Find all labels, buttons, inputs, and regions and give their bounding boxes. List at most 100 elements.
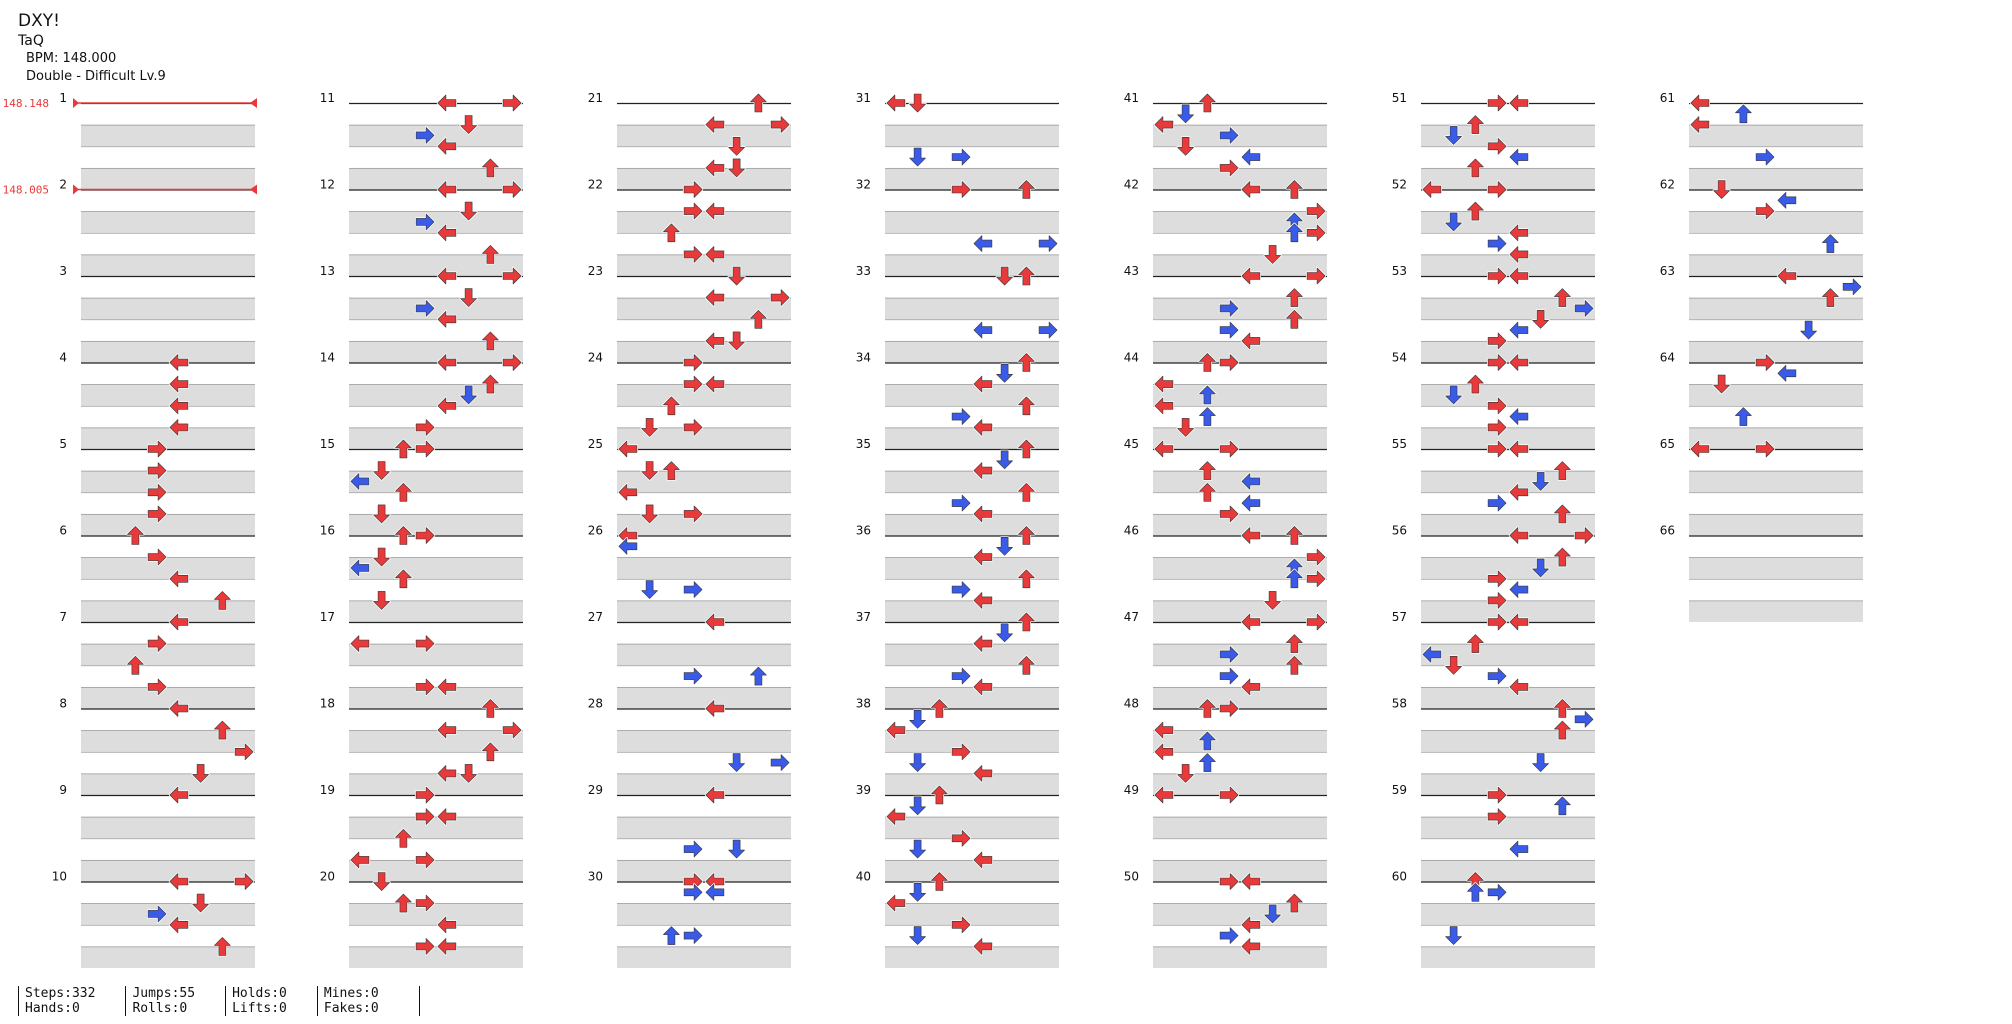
left-arrow-note-icon: [972, 591, 994, 610]
up-arrow-note-icon: [1198, 460, 1217, 481]
up-arrow-note-icon: [394, 568, 413, 589]
beat-band: [1153, 816, 1327, 839]
up-arrow-note-icon: [481, 157, 500, 178]
left-arrow-note-icon: [1776, 364, 1798, 383]
down-arrow-note-icon: [372, 546, 391, 568]
measure-number: 52: [1392, 178, 1407, 192]
beat-band: [617, 946, 791, 968]
right-arrow-note-icon: [415, 212, 436, 231]
up-arrow-note-icon: [1017, 265, 1036, 287]
measure-number: 14: [320, 351, 335, 365]
beat-band: [1421, 946, 1595, 968]
down-arrow-note-icon: [1263, 903, 1282, 925]
beat-band: [617, 340, 791, 363]
step-chart: 1234567891011121314151617181920212223242…: [3, 91, 1863, 968]
down-arrow-note-icon: [372, 590, 391, 611]
right-arrow-note-icon: [415, 677, 436, 697]
beat-band: [81, 211, 255, 233]
left-arrow-note-icon: [1240, 331, 1262, 350]
beat-band: [1689, 557, 1863, 579]
measure-17: 17: [320, 610, 523, 709]
beat-band: [81, 124, 255, 147]
measure-number: 26: [588, 524, 603, 538]
measure-number: 2: [59, 178, 67, 192]
right-arrow-note-icon: [1037, 321, 1059, 340]
song-difficulty: Double - Difficult Lv.9: [26, 69, 166, 84]
beat-band: [1421, 384, 1595, 406]
right-arrow-note-icon: [1305, 612, 1327, 632]
beat-band: [1421, 600, 1595, 622]
beat-band: [349, 254, 523, 276]
down-arrow-note-icon: [908, 147, 927, 168]
down-arrow-note-icon: [640, 417, 659, 438]
beat-band: [885, 557, 1059, 579]
left-arrow-note-icon: [1153, 396, 1175, 415]
beat-band: [1421, 686, 1595, 709]
measure-number: 23: [588, 264, 603, 278]
down-arrow-note-icon: [459, 384, 478, 405]
right-arrow-note-icon: [950, 407, 972, 426]
left-arrow-note-icon: [972, 418, 994, 437]
beat-band: [617, 903, 791, 925]
measure-number: 17: [320, 610, 335, 624]
right-arrow-note-icon: [1486, 396, 1508, 415]
measure-number: 21: [588, 91, 603, 105]
beat-band: [1689, 600, 1863, 622]
measure-46: 46: [1124, 524, 1327, 622]
beat-band: [349, 470, 523, 493]
beat-band: [885, 903, 1059, 925]
measure-layer: 1234567891011121314151617181920212223242…: [52, 91, 1863, 968]
right-arrow-note-icon: [950, 494, 972, 513]
measure-number: 34: [856, 351, 871, 365]
left-arrow-note-icon: [1689, 93, 1711, 113]
right-arrow-note-icon: [682, 839, 704, 859]
beat-band: [885, 773, 1059, 795]
right-arrow-note-icon: [682, 245, 704, 264]
beat-band: [617, 513, 791, 536]
down-arrow-note-icon: [459, 201, 478, 222]
beat-band: [349, 730, 523, 752]
right-arrow-note-icon: [682, 580, 704, 599]
down-arrow-note-icon: [995, 622, 1014, 643]
up-arrow-note-icon: [1821, 287, 1840, 308]
measure-number: 42: [1124, 178, 1139, 192]
right-arrow-note-icon: [234, 742, 255, 761]
beat-band: [1153, 859, 1327, 882]
measure-21: 21: [588, 91, 791, 190]
beat-band: [1153, 730, 1327, 752]
measure-44: 44: [1124, 351, 1327, 449]
up-arrow-note-icon: [1198, 698, 1217, 719]
left-arrow-note-icon: [972, 634, 994, 653]
right-arrow-note-icon: [682, 926, 704, 945]
stat-group-jumps: Jumps:55 Rolls:0: [125, 986, 225, 1016]
right-arrow-note-icon: [1305, 569, 1327, 588]
down-arrow-note-icon: [908, 925, 927, 946]
beat-band: [349, 600, 523, 622]
beat-band: [1689, 340, 1863, 363]
beat-band: [885, 600, 1059, 622]
measure-number: 44: [1124, 351, 1139, 365]
right-arrow-note-icon: [415, 439, 436, 459]
stat-steps: Steps:332: [25, 986, 96, 1001]
left-arrow-note-icon: [972, 321, 994, 340]
measure-number: 40: [856, 870, 871, 884]
left-arrow-note-icon: [1153, 439, 1175, 459]
measure-8: 8: [59, 697, 255, 795]
bpm-marker-left: [73, 98, 79, 108]
left-arrow-note-icon: [168, 418, 189, 437]
down-arrow-note-icon: [908, 838, 927, 860]
right-arrow-note-icon: [1486, 666, 1508, 686]
left-arrow-note-icon: [704, 115, 726, 134]
left-arrow-note-icon: [704, 612, 726, 632]
up-arrow-note-icon: [1553, 503, 1572, 525]
beat-band: [885, 643, 1059, 666]
right-arrow-note-icon: [1305, 223, 1327, 242]
down-arrow-note-icon: [1444, 384, 1463, 405]
beat-band: [81, 643, 255, 666]
beat-band: [1689, 254, 1863, 276]
measure-number: 56: [1392, 524, 1407, 538]
beat-band: [885, 730, 1059, 752]
left-arrow-note-icon: [1508, 148, 1530, 167]
stat-group-mines: Mines:0 Fakes:0: [316, 986, 420, 1016]
measure-38: 38: [856, 697, 1059, 795]
